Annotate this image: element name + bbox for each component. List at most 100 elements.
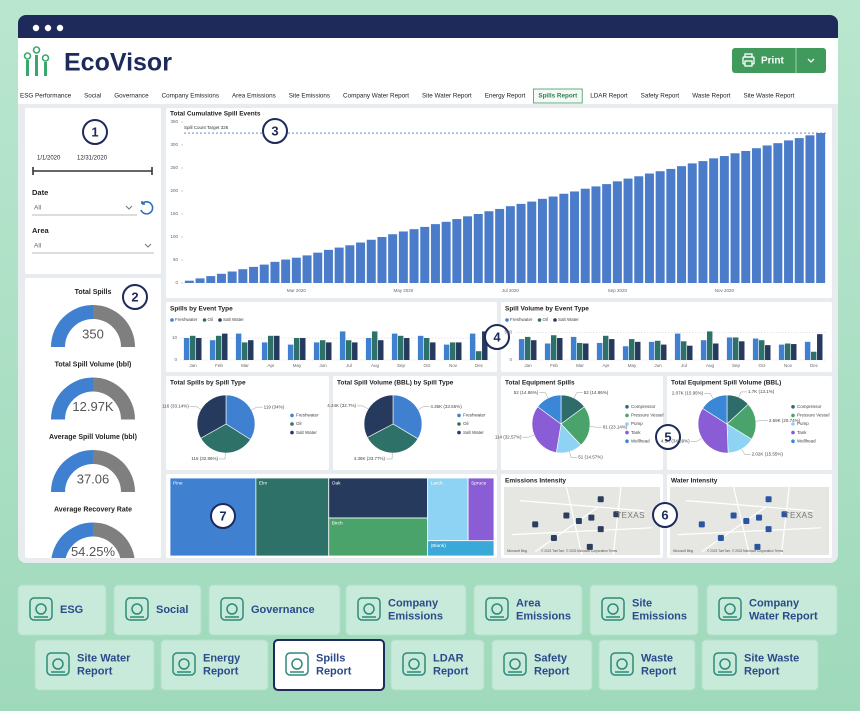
nav-tile[interactable]	[706, 584, 838, 636]
map-marker[interactable]	[550, 535, 557, 541]
tile-label[interactable]: Emissions	[388, 610, 443, 622]
tile-label[interactable]: Report	[316, 665, 352, 677]
tile-icon[interactable]	[357, 597, 381, 621]
tile-label[interactable]: Site Waste	[744, 652, 799, 664]
nav-tab[interactable]: Site Waste Report	[743, 93, 794, 100]
map-marker[interactable]	[743, 518, 750, 524]
tile-label[interactable]: Energy	[203, 652, 241, 664]
nav-tab[interactable]: Spills Report	[538, 93, 578, 100]
tile-label[interactable]: Company	[388, 597, 439, 609]
tile-label[interactable]: LDAR	[433, 652, 464, 664]
tile-icon[interactable]	[485, 597, 509, 621]
nav-tab[interactable]: Company Water Report	[343, 93, 409, 100]
tile-icon[interactable]	[46, 652, 70, 676]
tile-icon[interactable]	[402, 652, 426, 676]
dropdown-chevron[interactable]	[125, 205, 133, 210]
bar	[726, 337, 733, 360]
legend-marker	[457, 413, 461, 418]
tile-label[interactable]: Company	[749, 597, 800, 609]
map-marker[interactable]	[597, 496, 604, 503]
tile-label[interactable]: Water Report	[749, 610, 818, 622]
tile-icon[interactable]	[172, 652, 196, 676]
tile-icon[interactable]	[220, 597, 244, 621]
area-dropdown-value[interactable]: All	[34, 243, 42, 250]
tile-label[interactable]: Report	[641, 665, 677, 677]
map-marker[interactable]	[575, 518, 582, 524]
tile-label[interactable]: Emissions	[632, 610, 687, 622]
map-marker[interactable]	[765, 496, 772, 503]
tile-label[interactable]: Report	[433, 665, 469, 677]
map-area[interactable]	[504, 487, 660, 555]
map-marker[interactable]	[698, 521, 705, 528]
tile-label[interactable]: Social	[156, 604, 188, 616]
map-marker[interactable]	[588, 514, 595, 521]
bar	[741, 150, 751, 283]
icon-shape	[601, 597, 625, 621]
refresh-icon[interactable]	[140, 201, 154, 215]
nav-tab[interactable]: Area Emissions	[232, 93, 276, 100]
tile-label[interactable]: Report	[534, 665, 570, 677]
nav-tab[interactable]: Social	[84, 93, 101, 100]
area-label: Area	[32, 226, 50, 235]
tile-label[interactable]: Area	[516, 597, 541, 609]
leader-line	[219, 452, 226, 460]
map-marker[interactable]	[613, 511, 620, 518]
map-marker[interactable]	[532, 521, 539, 528]
tile-label[interactable]: Site	[632, 597, 652, 609]
tile-icon[interactable]	[610, 652, 634, 676]
nav-tab[interactable]: Company Emissions	[162, 93, 219, 100]
print-label[interactable]: Print	[761, 56, 784, 67]
nav-tab[interactable]: Site Emissions	[289, 93, 330, 100]
map-marker[interactable]	[765, 526, 772, 533]
nav-tab[interactable]: LDAR Report	[590, 93, 628, 100]
bar	[352, 342, 358, 360]
nav-tile[interactable]	[208, 584, 341, 636]
tile-label[interactable]: Spills	[316, 652, 345, 664]
nav-tab[interactable]: ESG Performance	[20, 93, 72, 100]
tile-label[interactable]: Governance	[251, 604, 315, 616]
bar	[356, 242, 366, 283]
print-menu-arrow[interactable]	[807, 58, 815, 63]
tile-icon[interactable]	[718, 597, 742, 621]
map-area[interactable]	[670, 487, 829, 555]
tile-label[interactable]: Emissions	[516, 610, 571, 622]
map-marker[interactable]	[717, 535, 724, 541]
tile-label[interactable]: Report	[744, 665, 780, 677]
map-marker[interactable]	[730, 512, 737, 519]
map-marker[interactable]	[597, 526, 604, 533]
bar	[430, 342, 436, 360]
nav-tab[interactable]: Governance	[114, 93, 149, 100]
tile-icon[interactable]	[713, 652, 737, 676]
tile-label[interactable]: Report	[203, 665, 239, 677]
icon-shape	[616, 658, 628, 670]
tile-label[interactable]: ESG	[60, 604, 83, 616]
nav-tab-active[interactable]	[532, 88, 583, 104]
map-marker[interactable]	[781, 511, 788, 518]
tile-icon[interactable]	[601, 597, 625, 621]
bar	[591, 186, 601, 283]
map-marker[interactable]	[563, 512, 570, 519]
nav-tab[interactable]: Energy Report	[485, 93, 526, 100]
map-marker[interactable]	[586, 543, 593, 550]
tile-icon[interactable]	[29, 597, 53, 621]
tile-label[interactable]: Site Water	[77, 652, 131, 664]
print-button[interactable]	[732, 48, 826, 73]
map-marker[interactable]	[756, 514, 763, 521]
nav-tab[interactable]: Waste Report	[692, 93, 731, 100]
map-marker[interactable]	[754, 543, 761, 550]
bar	[189, 335, 196, 360]
tile-icon[interactable]	[503, 652, 527, 676]
tile-label[interactable]: Report	[77, 665, 113, 677]
dropdown-chevron[interactable]	[144, 243, 152, 248]
nav-tab[interactable]: Safety Report	[641, 93, 680, 100]
tile-icon[interactable]	[285, 652, 309, 676]
nav-tab[interactable]: Site Water Report	[422, 93, 472, 100]
legend-marker	[290, 422, 294, 426]
date-dropdown-value[interactable]: All	[34, 205, 42, 212]
tile-icon[interactable]	[125, 597, 149, 621]
treemap-cell	[328, 477, 429, 519]
tile-label[interactable]: Waste	[641, 652, 673, 664]
map-road	[685, 500, 814, 512]
tile-label[interactable]: Safety	[534, 652, 568, 664]
